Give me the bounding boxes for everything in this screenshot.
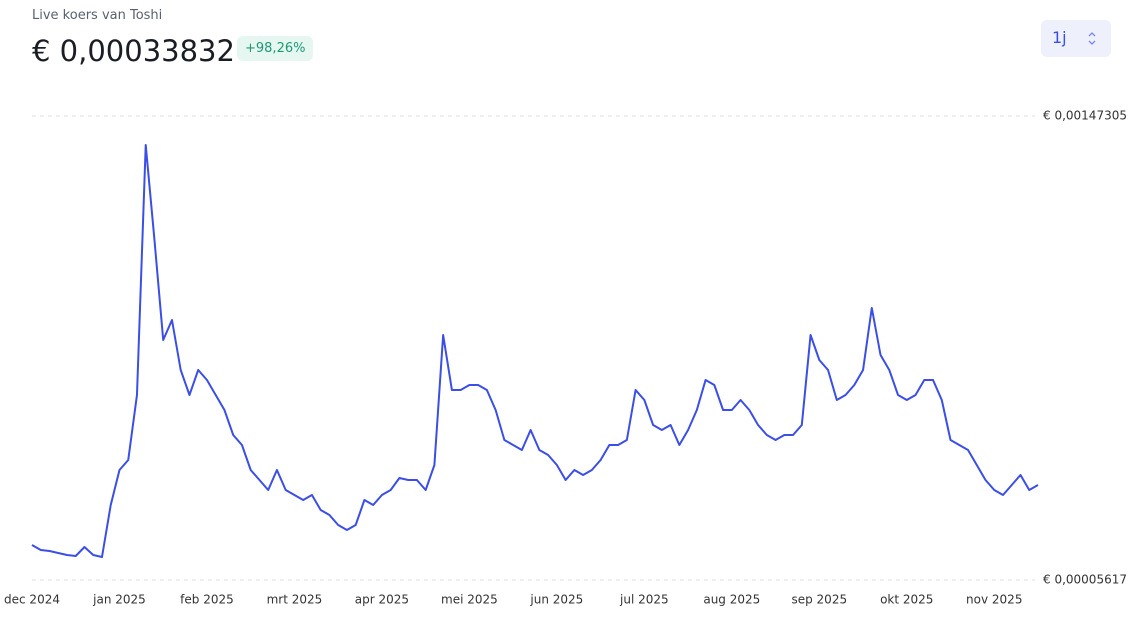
x-tick-label: okt 2025 [880,593,933,607]
x-tick-label: aug 2025 [703,593,760,607]
x-tick-label: mrt 2025 [267,593,323,607]
chevron-icon [1088,32,1096,45]
y-tick-label: € 0,00005617 [1043,573,1127,587]
x-tick-label: nov 2025 [966,593,1022,607]
price: € 0,00033832 [32,34,235,68]
x-tick-label: dec 2024 [4,593,60,607]
x-tick-label: mei 2025 [441,593,498,607]
price-line [31,144,1039,558]
period-select[interactable]: 1j [1041,20,1111,57]
widget-label: Live koers van Toshi [32,8,163,23]
change-badge: +98,26% [237,36,314,61]
x-tick-label: feb 2025 [180,593,234,607]
x-tick-label: apr 2025 [355,593,409,607]
period-label: 1j [1052,28,1067,47]
x-tick-label: jul 2025 [619,593,669,607]
x-tick-label: jan 2025 [92,593,146,607]
x-tick-label: jun 2025 [529,593,583,607]
x-tick-label: sep 2025 [791,593,847,607]
y-tick-label: € 0,00147305 [1043,109,1127,123]
